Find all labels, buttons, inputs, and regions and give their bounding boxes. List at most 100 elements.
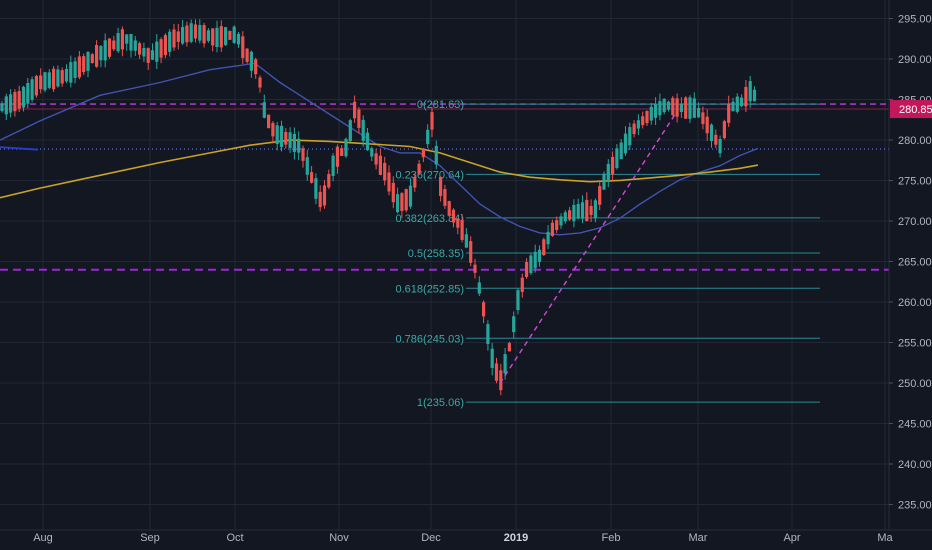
price-tick-label: 265.00 — [898, 257, 932, 269]
candle-body — [580, 202, 585, 219]
fib-level-label: 0.382(263.84) — [396, 213, 465, 225]
candle-body — [120, 29, 124, 50]
candle-body — [206, 30, 210, 41]
candle-body — [417, 163, 421, 174]
candle-body — [666, 101, 671, 110]
candle-body — [142, 48, 146, 57]
last-price-label: 280.85 — [899, 104, 932, 116]
candle-body — [172, 29, 176, 48]
candlesticks — [0, 19, 757, 396]
price-axis[interactable]: 295.00290.00285.00280.00275.00270.00265.… — [889, 14, 932, 512]
candle-body — [378, 155, 382, 175]
candle-body — [288, 132, 292, 148]
candle-body — [52, 68, 56, 90]
candle-body — [133, 40, 137, 51]
candle-body — [408, 185, 413, 207]
candle-body — [60, 70, 64, 84]
candle-body — [365, 132, 370, 151]
candle-body — [722, 121, 726, 139]
candle-body — [318, 191, 322, 208]
price-tick-label: 280.00 — [898, 135, 932, 147]
candle-body — [202, 25, 206, 44]
candle-body — [249, 51, 253, 71]
price-tick-label: 275.00 — [898, 176, 932, 188]
candle-body — [370, 148, 374, 157]
candle-body — [585, 199, 589, 222]
price-tick-label: 295.00 — [898, 14, 932, 26]
candle-body — [688, 97, 692, 119]
candle-body — [740, 97, 744, 107]
candle-body — [279, 125, 284, 148]
candle-body — [344, 138, 348, 157]
time-tick-label: Nov — [329, 532, 349, 544]
candle-body — [39, 75, 43, 90]
candle-body — [163, 35, 167, 56]
candle-body — [735, 96, 739, 112]
candle-body — [374, 153, 378, 165]
candle-body — [486, 324, 490, 345]
candle-body — [645, 110, 649, 124]
candle-body — [383, 162, 387, 181]
price-tick-label: 260.00 — [898, 297, 932, 309]
candle-body — [559, 216, 563, 226]
grid — [0, 0, 889, 530]
candle-body — [598, 186, 602, 205]
candle-body — [658, 101, 662, 116]
candle-body — [168, 31, 172, 52]
candle-body — [477, 282, 481, 294]
candle-body — [473, 264, 477, 273]
candle-body — [112, 40, 116, 50]
candle-body — [671, 98, 675, 116]
candle-body — [537, 249, 542, 262]
candle-body — [692, 98, 696, 118]
fibonacci-retracement[interactable]: 0(281.63)0.236(270.64)0.382(263.84)0.5(2… — [396, 99, 821, 409]
candle-body — [271, 122, 275, 137]
time-tick-label: Sep — [140, 532, 160, 544]
candle-body — [232, 26, 236, 43]
candle-body — [413, 177, 417, 188]
candle-body — [90, 54, 94, 64]
candle-body — [314, 178, 318, 199]
candle-body — [211, 28, 215, 46]
candle-body — [649, 106, 653, 121]
candle-body — [490, 348, 494, 368]
candle-body — [542, 239, 546, 256]
price-tick-label: 245.00 — [898, 419, 932, 431]
candle-body — [623, 133, 628, 154]
candle-body — [662, 98, 666, 113]
candle-body — [748, 81, 752, 102]
price-tick-label: 240.00 — [898, 459, 932, 471]
candle-body — [697, 108, 701, 118]
candle-body — [507, 343, 511, 352]
candle-body — [482, 302, 486, 317]
candle-body — [593, 200, 597, 219]
candle-body — [529, 255, 533, 274]
candle-body — [494, 363, 499, 381]
candle-body — [305, 157, 309, 175]
candle-body — [718, 139, 722, 154]
time-tick-label: Dec — [421, 532, 441, 544]
time-axis[interactable]: Aug Sep Oct Nov Dec 2019 Feb Mar Apr Ma — [33, 532, 893, 544]
candle-body — [611, 156, 615, 175]
candle-body — [520, 277, 524, 292]
candle-body — [258, 77, 262, 88]
candle-body — [675, 98, 679, 117]
candle-body — [155, 41, 159, 62]
candle-body — [82, 56, 86, 73]
candle-body — [56, 69, 60, 87]
candle-body — [752, 89, 757, 102]
candle-body — [77, 56, 81, 78]
candle-body — [400, 193, 404, 211]
long-ma-line — [0, 139, 759, 199]
candle-body — [404, 189, 408, 211]
candle-body — [236, 33, 241, 45]
price-tick-label: 235.00 — [898, 500, 932, 512]
candle-body — [340, 148, 344, 157]
candle-body — [26, 83, 30, 104]
candle-body — [95, 45, 99, 67]
candle-body — [159, 39, 163, 58]
candle-body — [421, 148, 425, 158]
time-tick-label: Ma — [877, 532, 893, 544]
candle-body — [86, 51, 90, 71]
